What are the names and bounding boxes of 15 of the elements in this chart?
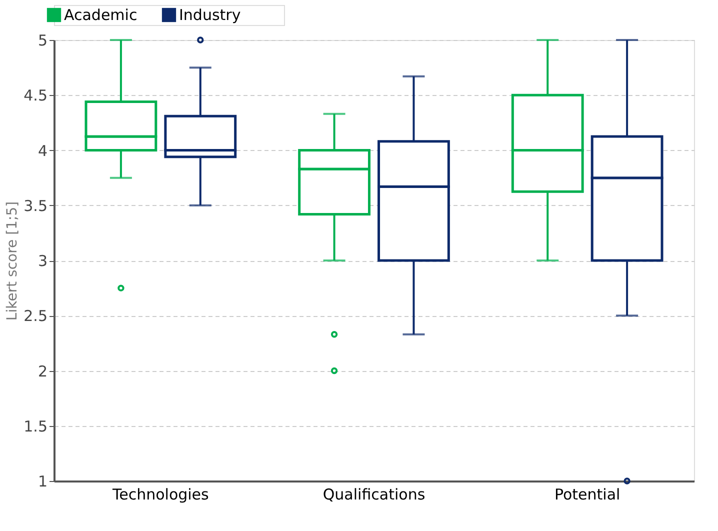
y-tick-label: 2 bbox=[38, 362, 48, 380]
y-tick-label: 4 bbox=[38, 142, 48, 160]
y-axis-title: Likert score [1;5] bbox=[4, 201, 21, 321]
y-tick-label: 3.5 bbox=[24, 196, 48, 215]
y-tick-label: 4.5 bbox=[24, 86, 48, 105]
x-tick-label: Potential bbox=[554, 486, 620, 504]
legend-label: Academic bbox=[64, 6, 138, 24]
legend-label: Industry bbox=[179, 6, 241, 24]
y-tick-label: 5 bbox=[38, 32, 48, 50]
x-tick-label: Qualifications bbox=[322, 486, 426, 504]
x-tick-label: Technologies bbox=[111, 486, 210, 504]
y-tick-label: 1.5 bbox=[24, 417, 48, 436]
y-tick-label: 2.5 bbox=[24, 307, 48, 326]
y-tick-label: 3 bbox=[38, 252, 48, 270]
y-tick-label: 1 bbox=[38, 472, 48, 490]
